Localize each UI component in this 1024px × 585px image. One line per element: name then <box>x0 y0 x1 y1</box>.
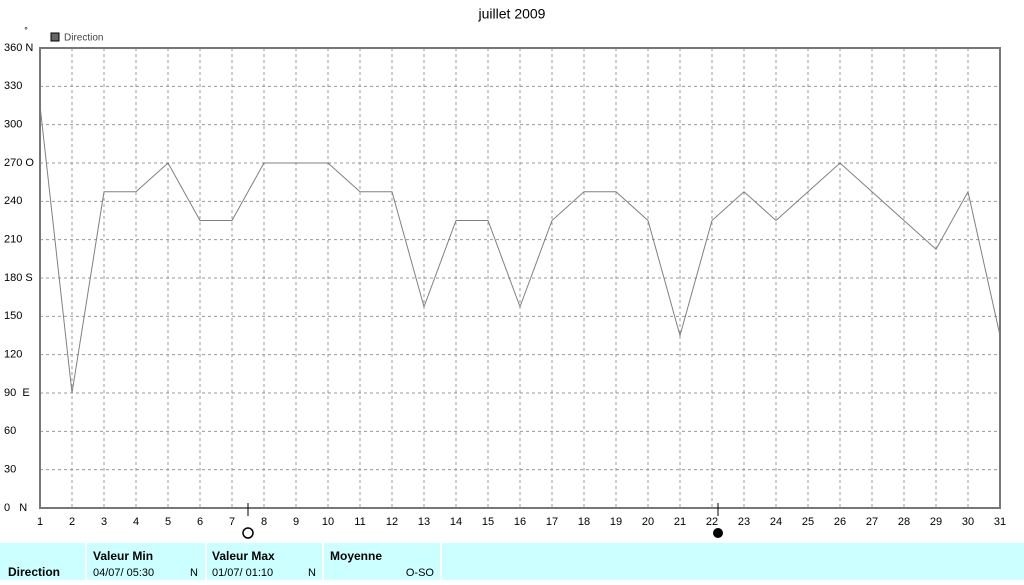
x-tick-label: 7 <box>229 516 235 528</box>
y-tick-label: 90 E <box>4 387 30 399</box>
y-tick-label: 150 <box>4 310 22 322</box>
x-tick-label: 24 <box>770 516 782 528</box>
x-tick-label: 17 <box>546 516 558 528</box>
x-tick-label: 12 <box>386 516 398 528</box>
chart-title: juillet 2009 <box>478 6 546 22</box>
footer-direction: N <box>308 567 316 579</box>
y-tick-label: 120 <box>4 349 22 361</box>
y-tick-label: 180 S <box>4 272 33 284</box>
y-unit: ° <box>24 25 28 35</box>
x-tick-label: 4 <box>133 516 139 528</box>
x-tick-label: 23 <box>738 516 750 528</box>
x-tick-label: 26 <box>834 516 846 528</box>
x-tick-label: 28 <box>898 516 910 528</box>
x-tick-label: 9 <box>293 516 299 528</box>
y-tick-label: 270 O <box>4 157 34 169</box>
x-tick-label: 10 <box>322 516 334 528</box>
footer-date: 01/07/ 01:10 <box>212 567 273 579</box>
x-tick-label: 6 <box>197 516 203 528</box>
footer-header: Moyenne <box>330 549 382 563</box>
x-tick-label: 30 <box>962 516 974 528</box>
plot-frame <box>39 47 1001 509</box>
y-tick-label: 60 <box>4 425 16 437</box>
footer-header: Valeur Max <box>212 549 275 563</box>
x-tick-label: 14 <box>450 516 462 528</box>
x-tick-label: 31 <box>994 516 1006 528</box>
y-tick-label: 30 <box>4 464 16 476</box>
x-tick-label: 1 <box>37 516 43 528</box>
data-line <box>39 105 1001 394</box>
legend-label: Direction <box>64 33 103 44</box>
footer-average: O-SO <box>406 567 435 579</box>
x-tick-label: 22 <box>706 516 718 528</box>
footer-direction: N <box>190 567 198 579</box>
x-tick-label: 5 <box>165 516 171 528</box>
legend-swatch <box>50 32 60 42</box>
x-tick-label: 18 <box>578 516 590 528</box>
y-tick-label: 210 <box>4 234 22 246</box>
y-tick-label: 360 N <box>4 42 33 54</box>
plot <box>39 47 1001 509</box>
footer-header: Valeur Min <box>93 549 153 563</box>
y-tick-label: 300 <box>4 119 22 131</box>
x-tick-label: 11 <box>354 516 365 528</box>
x-tick-label: 19 <box>610 516 622 528</box>
y-tick-label: 0 N <box>4 502 27 514</box>
x-tick-label: 25 <box>802 516 814 528</box>
x-tick-label: 3 <box>101 516 107 528</box>
full-moon <box>242 527 254 539</box>
x-tick-label: 29 <box>930 516 942 528</box>
x-tick-label: 20 <box>642 516 654 528</box>
y-tick-label: 240 <box>4 195 22 207</box>
x-tick-label: 16 <box>514 516 526 528</box>
x-tick-label: 8 <box>261 516 267 528</box>
x-tick-label: 13 <box>418 516 430 528</box>
footer-date: 04/07/ 05:30 <box>93 567 154 579</box>
x-tick-label: 2 <box>69 516 75 528</box>
new-moon <box>713 528 723 538</box>
footer-bg <box>0 543 1024 580</box>
footer: Direction Valeur Min 04/07/ 05:30 N Vale… <box>0 543 1024 580</box>
y-tick-label: 330 <box>4 80 22 92</box>
footer-row-label: Direction <box>8 565 60 579</box>
x-tick-label: 15 <box>482 516 494 528</box>
x-tick-label: 21 <box>674 516 686 528</box>
x-tick-label: 27 <box>866 516 878 528</box>
